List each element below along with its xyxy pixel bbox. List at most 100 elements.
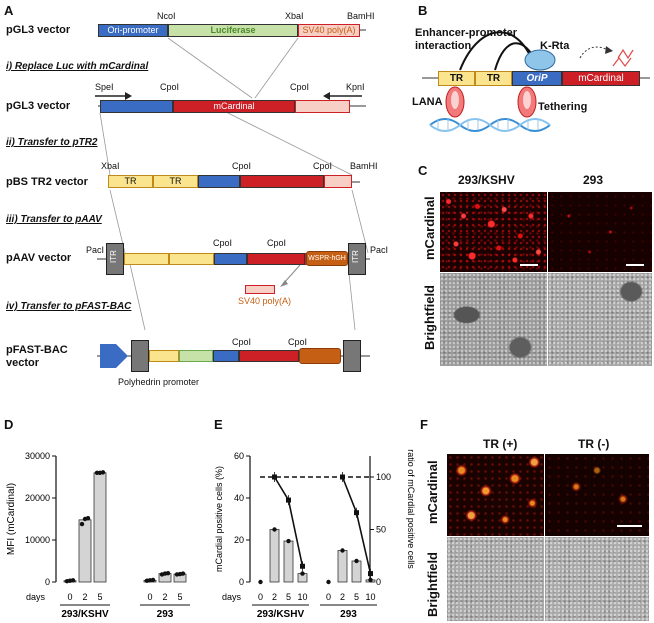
d-point bbox=[79, 521, 85, 527]
e-x-tick-label: 2 bbox=[272, 592, 277, 602]
row4-cpoi-2: CpoI bbox=[267, 238, 287, 248]
d-y-tick-label: 0 bbox=[45, 577, 50, 587]
c-sparse-cells-texture bbox=[548, 192, 652, 272]
e-bar bbox=[351, 560, 362, 583]
b-interaction-1: Enhancer-promoter bbox=[415, 27, 518, 39]
row2-spei: SpeI bbox=[95, 82, 114, 92]
d-x-tick-label: 2 bbox=[82, 592, 87, 602]
panel-c: C 293/KSHV 293 mCardinal Brightfield bbox=[410, 160, 654, 380]
panel-b: B Enhancer-promoter interaction K-Rta TR… bbox=[410, 0, 654, 160]
tr-box-2-row3: TR bbox=[153, 175, 198, 188]
e-point bbox=[258, 579, 263, 585]
f-micrograph-trminus-brightfield bbox=[545, 537, 649, 621]
e-group-label: 293 bbox=[340, 609, 357, 620]
c-bf-texture-1 bbox=[440, 273, 547, 366]
d-x-tick-label: 5 bbox=[97, 592, 102, 602]
d-bar bbox=[78, 519, 92, 583]
d-x-tick-label: 0 bbox=[147, 592, 152, 602]
d-x-tick-label: 0 bbox=[67, 592, 72, 602]
b-interaction-2: interaction bbox=[415, 40, 472, 52]
row5-red-box bbox=[239, 350, 299, 362]
e-point bbox=[286, 538, 291, 544]
row2-pink-box bbox=[295, 100, 350, 113]
row2-blue-box bbox=[100, 100, 173, 113]
row4-yellow-box-1 bbox=[124, 253, 169, 265]
b-orip-box: OriP bbox=[512, 71, 562, 86]
luciferase-box: Luciferase bbox=[168, 24, 298, 37]
e-y2-tick-label: 100 bbox=[376, 472, 391, 482]
f-micrograph-trplus-brightfield bbox=[447, 537, 544, 621]
row2-cpoi-1: CpoI bbox=[160, 82, 180, 92]
c-col-293: 293 bbox=[583, 173, 604, 187]
c-row-brightfield: Brightfield bbox=[422, 285, 437, 350]
ori-promoter-box: Ori-promoter bbox=[98, 24, 168, 37]
f-micrograph-trminus-mcardinal bbox=[545, 454, 649, 536]
e-y2-tick-label: 50 bbox=[376, 525, 386, 535]
d-y-tick-label: 20000 bbox=[25, 493, 50, 503]
panel-d: D 0 10000 20000 30000 MFI (mCardinal) days 0 2 5… bbox=[0, 412, 210, 623]
e-x-tick-label: 5 bbox=[354, 592, 359, 602]
c-row-mcardinal: mCardinal bbox=[422, 196, 437, 260]
row4-cpoi-1: CpoI bbox=[213, 238, 233, 248]
e-x-tick-label: 5 bbox=[286, 592, 291, 602]
e-bar bbox=[283, 540, 294, 583]
e-ratio-marker bbox=[272, 474, 277, 480]
d-y-tick-label: 30000 bbox=[25, 451, 50, 461]
row3-pink-box bbox=[324, 175, 352, 188]
f-col-tr-minus: TR (-) bbox=[578, 437, 610, 451]
c-bf-texture-2 bbox=[548, 273, 652, 366]
f-bf-texture-2 bbox=[545, 537, 649, 621]
d-point bbox=[150, 577, 156, 583]
c-micrograph-kshv-brightfield bbox=[440, 273, 547, 366]
c-micrograph-kshv-mcardinal bbox=[440, 192, 547, 272]
e-point bbox=[354, 558, 359, 564]
d-x-tick-label: 2 bbox=[162, 592, 167, 602]
row3-blue-box bbox=[198, 175, 240, 188]
e-bar bbox=[269, 529, 280, 583]
row3-cpoi-1: CpoI bbox=[232, 161, 252, 171]
d-x-axis-label: days bbox=[26, 592, 46, 602]
e-y2-axis-label: ratio of mCardial positive cells bbox=[406, 449, 416, 569]
d-x-tick-label: 5 bbox=[177, 592, 182, 602]
f-row-brightfield: Brightfield bbox=[425, 552, 440, 617]
row5-name-1: pFAST-BAC bbox=[6, 344, 68, 356]
itr-box-2-row4 bbox=[348, 243, 366, 275]
e-point bbox=[340, 548, 345, 553]
c-micrograph-293-mcardinal bbox=[548, 192, 652, 272]
c-red-cells-texture bbox=[440, 192, 547, 272]
step-1-label: i) Replace Luc with mCardinal bbox=[6, 61, 149, 72]
e-point bbox=[368, 577, 373, 583]
f-col-tr-plus: TR (+) bbox=[483, 437, 518, 451]
d-y-tick-label: 10000 bbox=[25, 535, 50, 545]
row5-name-2: vector bbox=[6, 357, 40, 369]
e-y-tick-label: 60 bbox=[234, 451, 244, 461]
row5-orange-box bbox=[299, 348, 341, 364]
e-point bbox=[326, 579, 331, 585]
panel-label-d: D bbox=[4, 417, 14, 432]
itr-label-1-row4: ITR bbox=[109, 250, 118, 263]
row1-name: pGL3 vector bbox=[6, 24, 71, 36]
step-3-label: iii) Transfer to pAAV bbox=[6, 214, 102, 225]
d-group-label: 293 bbox=[157, 609, 174, 620]
d-point bbox=[180, 571, 186, 576]
step-4-label: iv) Transfer to pFAST-BAC bbox=[6, 301, 132, 312]
f-scale-bar bbox=[617, 525, 642, 527]
sv40-box-row1: SV40 poly(A) bbox=[298, 24, 360, 37]
wspr-hgh-box: WSPR-hGH bbox=[306, 251, 348, 266]
c-scale-bar-2 bbox=[626, 264, 644, 266]
itr-label-2-row4: ITR bbox=[351, 250, 360, 263]
tr-box-1-row3: TR bbox=[108, 175, 153, 188]
row5-gray-box-1 bbox=[131, 340, 149, 372]
panel-label-b: B bbox=[418, 3, 428, 18]
c-micrograph-293-brightfield bbox=[548, 273, 652, 366]
d-bar bbox=[93, 472, 107, 583]
e-y-tick-label: 20 bbox=[234, 535, 244, 545]
row3-red-box bbox=[240, 175, 324, 188]
d-y-axis-label: MFI (mCardinal) bbox=[6, 483, 17, 555]
row3-cpoi-2: CpoI bbox=[313, 161, 333, 171]
row4-red-box bbox=[247, 253, 305, 265]
panel-label-e: E bbox=[214, 417, 223, 432]
row3-xbai: XbaI bbox=[101, 161, 120, 171]
panel-e: E 0 20 40 60 0 50 100 mCardial positive cells (… bbox=[210, 412, 420, 623]
